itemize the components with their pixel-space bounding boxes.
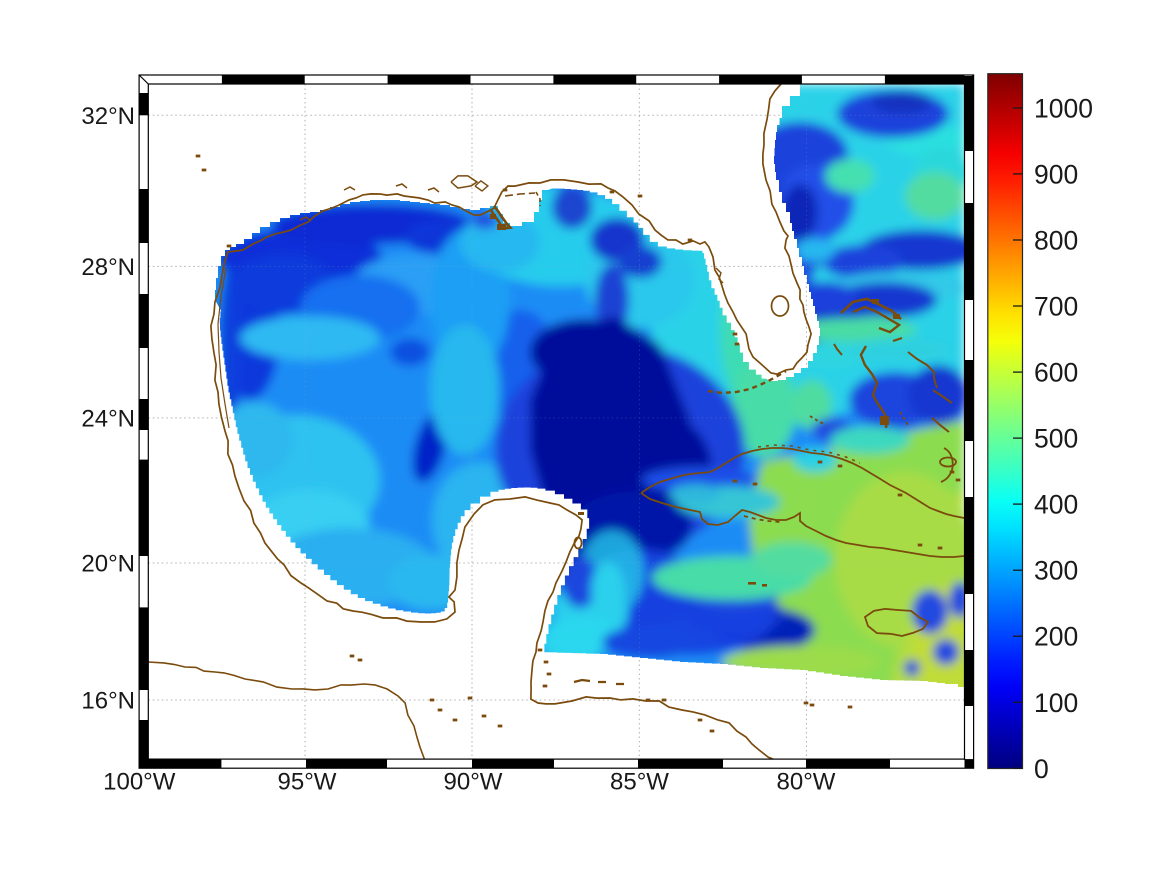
svg-text:80°W: 80°W xyxy=(777,769,836,796)
svg-text:95°W: 95°W xyxy=(278,769,337,796)
svg-text:200: 200 xyxy=(1034,622,1078,652)
svg-text:400: 400 xyxy=(1034,490,1078,520)
svg-text:500: 500 xyxy=(1034,424,1078,454)
svg-text:1000: 1000 xyxy=(1034,93,1093,123)
svg-text:100°W: 100°W xyxy=(103,769,176,796)
svg-text:24°N: 24°N xyxy=(81,406,135,433)
svg-text:85°W: 85°W xyxy=(610,769,669,796)
svg-text:900: 900 xyxy=(1034,159,1078,189)
svg-text:100: 100 xyxy=(1034,688,1078,718)
svg-text:16°N: 16°N xyxy=(81,688,135,715)
svg-text:20°N: 20°N xyxy=(81,551,135,578)
svg-text:28°N: 28°N xyxy=(81,254,135,281)
svg-text:0: 0 xyxy=(1034,754,1049,784)
svg-text:600: 600 xyxy=(1034,358,1078,388)
svg-text:300: 300 xyxy=(1034,556,1078,586)
svg-text:32°N: 32°N xyxy=(81,103,135,130)
svg-text:700: 700 xyxy=(1034,292,1078,322)
svg-text:800: 800 xyxy=(1034,226,1078,256)
svg-text:90°W: 90°W xyxy=(444,769,503,796)
